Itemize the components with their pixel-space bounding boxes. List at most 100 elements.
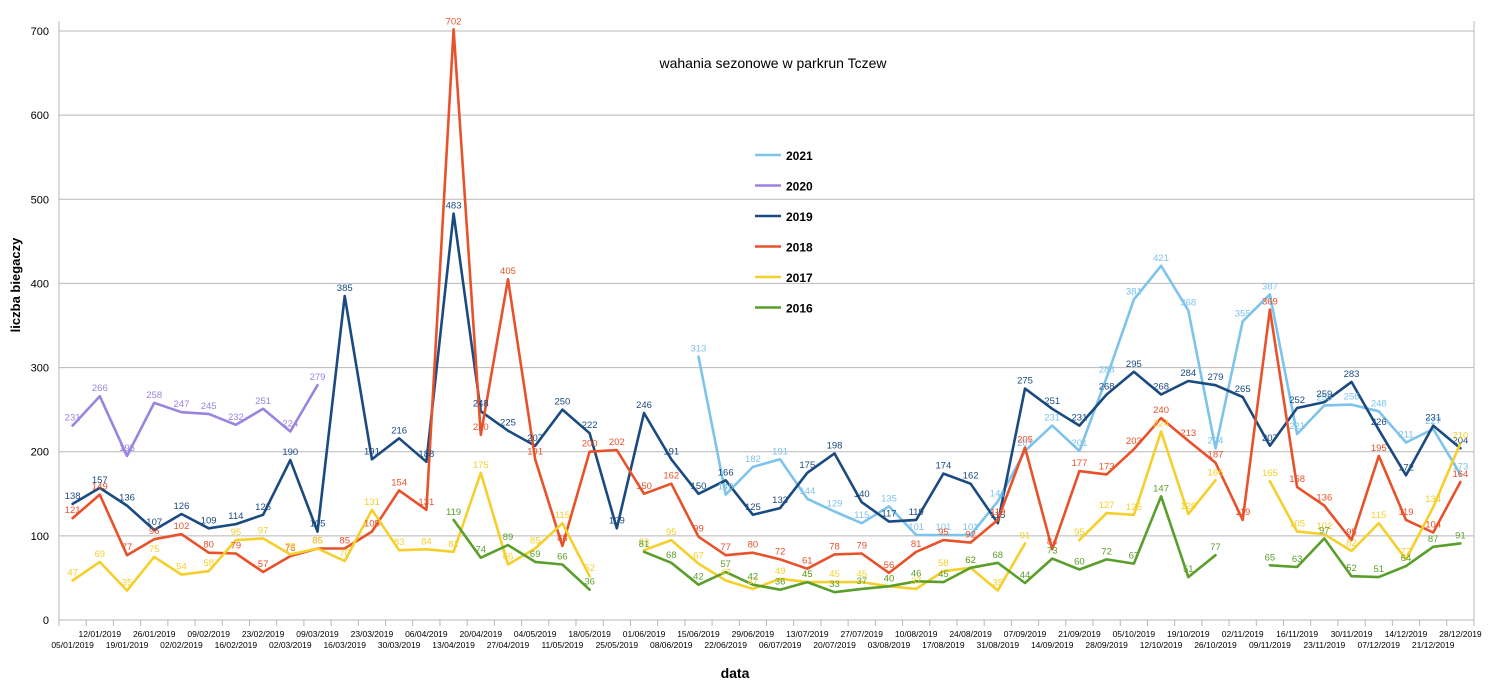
data-label-2018: 149 <box>92 482 108 493</box>
data-label-2018: 131 <box>418 497 434 508</box>
y-tick-label: 300 <box>31 363 49 375</box>
x-tick-label: 23/03/2019 <box>351 629 394 639</box>
x-tick-label: 26/01/2019 <box>133 629 176 639</box>
data-label-2018: 77 <box>720 542 731 553</box>
data-label-2019: 150 <box>691 481 707 492</box>
x-tick-label: 08/06/2019 <box>650 640 693 650</box>
data-label-2016: 36 <box>775 577 786 588</box>
x-tick-label: 10/08/2019 <box>895 629 938 639</box>
data-label-2020: 195 <box>119 443 135 454</box>
x-tick-label: 26/10/2019 <box>1194 640 1237 650</box>
data-label-2018: 81 <box>911 539 922 550</box>
data-label-2019: 225 <box>500 418 516 429</box>
legend-label-2016: 2016 <box>786 302 813 316</box>
data-label-2018: 57 <box>258 559 269 570</box>
data-label-2019: 259 <box>1316 389 1332 400</box>
data-label-2021: 288 <box>1099 365 1115 376</box>
data-label-2018: 369 <box>1262 297 1278 308</box>
y-tick-label: 0 <box>43 615 49 627</box>
data-label-2017: 210 <box>1452 430 1468 441</box>
data-label-2021: 355 <box>1235 308 1251 319</box>
data-label-2016: 87 <box>1428 534 1439 545</box>
data-label-2019: 109 <box>609 515 625 526</box>
x-tick-label: 11/05/2019 <box>541 640 583 650</box>
data-label-2019: 283 <box>1344 369 1360 380</box>
x-tick-label: 14/09/2019 <box>1031 640 1074 650</box>
data-label-2018: 154 <box>391 477 407 488</box>
data-label-2019: 133 <box>772 495 788 506</box>
data-label-2018: 702 <box>446 16 462 27</box>
data-label-2017: 115 <box>1371 510 1386 521</box>
data-label-2018: 240 <box>1153 405 1169 416</box>
legend-label-2021: 2021 <box>786 149 813 163</box>
data-label-2021: 256 <box>1344 392 1360 403</box>
data-label-2018: 177 <box>1072 458 1088 469</box>
series-line-2020 <box>71 383 319 458</box>
data-label-2017: 115 <box>555 510 570 521</box>
data-label-2019: 207 <box>527 433 543 444</box>
x-tick-label: 04/05/2019 <box>514 629 557 639</box>
data-label-2017: 95 <box>231 527 242 538</box>
data-label-2018: 200 <box>582 439 598 450</box>
data-label-2017: 47 <box>720 567 731 578</box>
data-label-2018: 85 <box>339 535 350 546</box>
x-tick-label: 28/12/2019 <box>1439 629 1482 639</box>
data-label-2017: 127 <box>1099 500 1115 511</box>
data-label-2021: 115 <box>854 510 869 521</box>
data-label-2017: 47 <box>67 567 78 578</box>
data-label-2018: 72 <box>775 546 786 557</box>
data-label-2018: 119 <box>1398 507 1413 518</box>
series-line-2016 <box>452 518 591 592</box>
data-label-2020: 247 <box>174 399 190 410</box>
series-line-2017 <box>1268 441 1462 561</box>
data-label-2020: 224 <box>282 419 298 430</box>
data-label-2019: 172 <box>1398 462 1414 473</box>
data-label-2018: 80 <box>203 540 214 551</box>
data-label-2021: 227 <box>1425 416 1441 427</box>
data-label-2018: 187 <box>1208 450 1224 461</box>
data-label-2021: 368 <box>1180 297 1196 308</box>
data-label-2019: 216 <box>391 425 407 436</box>
x-tick-label: 19/01/2019 <box>106 640 149 650</box>
data-label-2019: 114 <box>228 511 243 522</box>
data-label-2020: 245 <box>201 401 217 412</box>
series-line-2016 <box>1268 537 1462 579</box>
data-label-2016: 68 <box>993 550 1004 561</box>
data-label-2016: 51 <box>1373 564 1384 575</box>
x-tick-label: 27/04/2019 <box>487 640 530 650</box>
data-label-2016: 62 <box>965 555 976 566</box>
data-label-2019: 119 <box>909 507 924 518</box>
x-tick-label: 03/08/2019 <box>868 640 911 650</box>
data-label-2021: 313 <box>691 344 707 355</box>
data-label-2018: 95 <box>938 527 949 538</box>
x-tick-label: 13/07/2019 <box>786 629 829 639</box>
data-label-2017: 35 <box>122 578 133 589</box>
data-label-2019: 125 <box>255 502 271 513</box>
series-line-2017 <box>642 538 1027 592</box>
x-tick-label: 09/03/2019 <box>296 629 339 639</box>
series-line-2021 <box>697 264 1462 537</box>
data-label-2021: 173 <box>1452 461 1468 472</box>
x-tick-label: 20/04/2019 <box>460 629 503 639</box>
data-label-2021: 381 <box>1126 286 1142 297</box>
data-label-2018: 203 <box>1126 436 1142 447</box>
data-label-2021: 144 <box>799 486 815 497</box>
data-label-2018: 104 <box>1425 519 1441 530</box>
data-label-2017: 62 <box>965 555 976 566</box>
x-tick-label: 06/04/2019 <box>405 629 448 639</box>
data-label-2021: 201 <box>1017 438 1033 449</box>
legend-label-2017: 2017 <box>786 271 813 285</box>
x-tick-label: 07/12/2019 <box>1357 640 1400 650</box>
data-label-2020: 258 <box>146 390 162 401</box>
data-label-2017: 81 <box>448 539 459 550</box>
data-label-2016: 72 <box>1101 546 1112 557</box>
gridlines <box>59 21 1475 621</box>
data-label-2021: 182 <box>745 454 761 465</box>
data-label-2018: 96 <box>149 526 160 537</box>
data-label-2016: 91 <box>1455 530 1466 541</box>
data-label-2017: 66 <box>503 551 514 562</box>
data-label-2016: 33 <box>829 579 840 590</box>
data-label-2017: 95 <box>666 527 677 538</box>
data-label-2019: 265 <box>1235 384 1251 395</box>
